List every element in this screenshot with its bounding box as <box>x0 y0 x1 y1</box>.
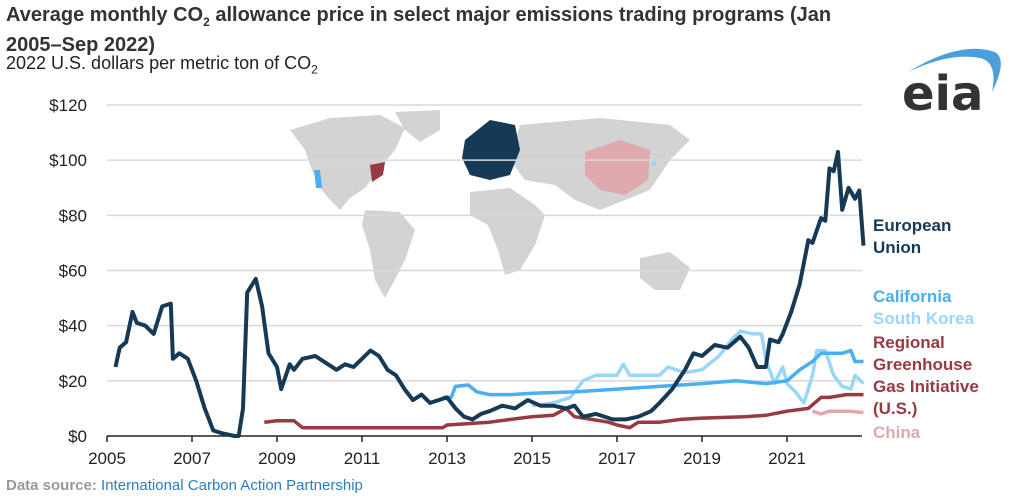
title-text-rest: allowance price in select major emission… <box>6 4 832 56</box>
series-line-eu <box>113 149 866 438</box>
title-text: Average monthly CO <box>6 4 204 26</box>
map-south-america <box>362 210 415 298</box>
gridlines <box>107 104 862 382</box>
series-line-korea <box>531 329 865 408</box>
legend-eu-line1: European <box>873 216 952 235</box>
y-tick-label: $20 <box>59 372 87 391</box>
x-tick-label: 2011 <box>344 449 381 468</box>
source-label: Data source: <box>6 477 97 494</box>
map-china <box>585 140 650 195</box>
map-rggi-states <box>370 162 385 182</box>
x-tick-label: 2015 <box>513 449 551 468</box>
series-lines <box>113 149 866 438</box>
legend-rggi-line1: Regional <box>873 333 945 352</box>
data-source: Data source: International Carbon Action… <box>6 477 363 494</box>
subtitle-text: 2022 U.S. dollars per metric ton of CO <box>6 53 312 73</box>
x-tick-label: 2009 <box>258 449 296 468</box>
legend-china: China <box>873 423 921 442</box>
map-california <box>314 170 322 188</box>
legend-rggi-line4: (U.S.) <box>873 399 918 418</box>
legend-south-korea: South Korea <box>873 309 975 328</box>
y-tick-label: $40 <box>59 317 87 336</box>
y-tick-label: $100 <box>49 151 87 170</box>
x-tick-label: 2017 <box>598 449 636 468</box>
map-south-korea <box>652 160 656 166</box>
source-link[interactable]: International Carbon Action Partnership <box>101 477 363 494</box>
y-tick-label: $60 <box>59 262 87 281</box>
x-tick-label: 2013 <box>428 449 466 468</box>
eia-logo: eia <box>902 48 1001 115</box>
map-greenland <box>395 110 440 142</box>
x-tick-label: 2005 <box>88 449 126 468</box>
y-tick-label: $120 <box>49 96 87 115</box>
chart-title: Average monthly CO2 allowance price in s… <box>6 4 886 57</box>
axes: $0 $20 $40 $60 $80 $100 $120 2005 2007 2009 2011 20… <box>49 96 862 468</box>
series-line-china <box>811 409 864 416</box>
world-map <box>290 110 690 298</box>
y-tick-label: $80 <box>59 206 87 225</box>
legend-rggi: Regional Greenhouse Gas Initiative (U.S.) <box>873 332 979 420</box>
legend-california: California <box>873 287 952 306</box>
map-europe-eu <box>462 120 520 180</box>
x-tick-label: 2021 <box>768 449 806 468</box>
series-line-california <box>442 348 864 400</box>
map-africa <box>470 188 545 275</box>
legend-rggi-line2: Greenhouse <box>873 355 973 374</box>
x-tick-label: 2019 <box>683 449 721 468</box>
x-tick-label: 2007 <box>173 449 211 468</box>
svg-text:eia: eia <box>902 66 983 115</box>
legend-eu-line2: Union <box>873 238 922 257</box>
map-north-america <box>290 115 405 210</box>
subtitle-subscript: 2 <box>311 62 318 77</box>
title-subscript: 2 <box>203 15 210 29</box>
legend-eu: European Union <box>873 215 951 259</box>
chart-subtitle: 2022 U.S. dollars per metric ton of CO2 <box>6 53 318 77</box>
y-tick-label: $0 <box>68 427 87 446</box>
legend-rggi-line3: Gas Initiative <box>873 377 979 396</box>
